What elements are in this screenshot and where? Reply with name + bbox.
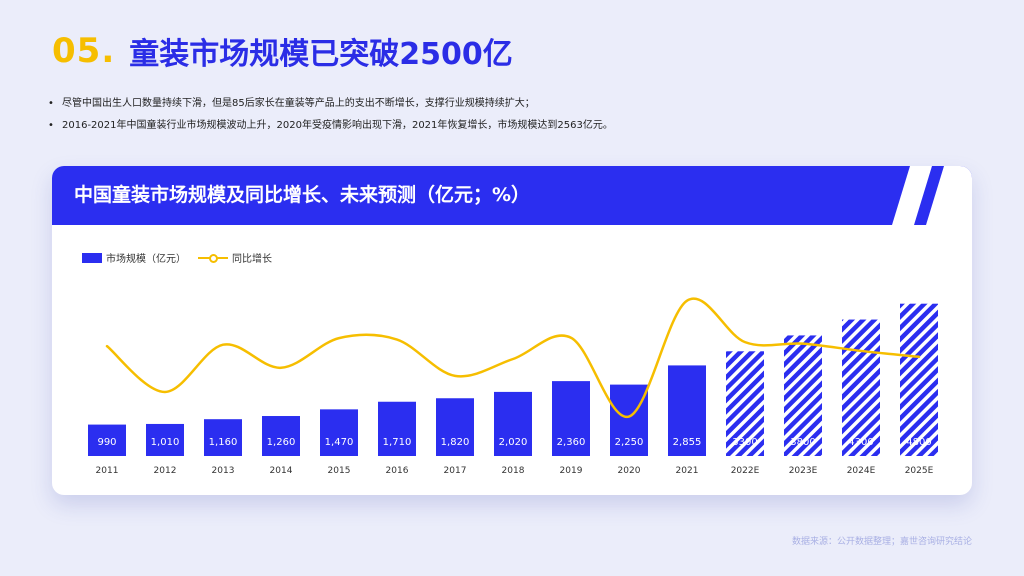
chart-legend: 市场规模（亿元） 同比增长 <box>82 250 272 265</box>
x-tick-label: 2019 <box>560 466 583 476</box>
bar-value-label: 1,820 <box>441 437 470 448</box>
bar-2012 <box>146 423 184 456</box>
bar-2016 <box>378 401 416 456</box>
x-tick-label: 2022E <box>731 466 760 476</box>
bar-2013 <box>204 419 242 456</box>
page-title: 05. 童装市场规模已突破2500亿 <box>52 26 513 76</box>
bar-2015 <box>320 409 358 456</box>
legend-line-label: 同比增长 <box>232 254 272 265</box>
chart-card: 中国童装市场规模及同比增长、未来预测（亿元；%） 市场规模（亿元） 同比增长 9… <box>52 166 972 495</box>
bar-2020 <box>610 384 648 456</box>
x-tick-label: 2021 <box>676 466 699 476</box>
legend-bar-label: 市场规模（亿元） <box>106 254 186 265</box>
bar-2021 <box>668 365 706 456</box>
card-header-banner <box>52 166 972 225</box>
data-source: 数据来源：公开数据整理；嘉世咨询研究结论 <box>791 537 972 547</box>
bar-value-label: 4800 <box>906 437 931 448</box>
growth-line <box>105 297 921 418</box>
x-tick-label: 2024E <box>847 466 876 476</box>
x-tick-label: 2012 <box>154 466 177 476</box>
x-tick-label: 2016 <box>386 466 409 476</box>
bar-value-label: 1,710 <box>383 437 412 448</box>
bar-2014 <box>262 416 300 456</box>
bar-2019 <box>552 381 590 456</box>
bar-value-label: 2,020 <box>499 437 528 448</box>
bar-value-label: 2,250 <box>615 437 644 448</box>
chart-svg: 990 2011 1,010 2012 1,160 2013 1,260 2014 1,470 2… <box>88 297 938 476</box>
bar-value-label: 1,470 <box>325 437 354 448</box>
bar-value-label: 1,260 <box>267 437 296 448</box>
bar-2011 <box>88 424 126 456</box>
title-text: 童装市场规模已突破2500亿 <box>129 37 513 72</box>
bar-2018 <box>494 391 532 456</box>
bar-value-label: 4300 <box>848 437 873 448</box>
x-tick-label: 2018 <box>502 466 525 476</box>
x-tick-label: 2017 <box>444 466 467 476</box>
x-tick-label: 2011 <box>96 466 119 476</box>
bullet-item: 2016-2021年中国童装行业市场规模波动上升，2020年受疫情影响出现下滑，… <box>48 115 613 137</box>
bar-value-label: 990 <box>97 437 116 448</box>
bar-value-label: 1,160 <box>209 437 238 448</box>
bullet-item: 尽管中国出生人口数量持续下滑，但是85后家长在童装等产品上的支出不断增长，支撑行… <box>48 93 613 115</box>
bar-2017 <box>436 398 474 456</box>
bar-2023E <box>784 335 822 456</box>
bar-value-label: 1,010 <box>151 437 180 448</box>
x-tick-label: 2013 <box>212 466 235 476</box>
bar-2024E <box>842 319 880 456</box>
bar-value-label: 3800 <box>790 437 815 448</box>
x-tick-label: 2025E <box>905 466 934 476</box>
x-tick-label: 2015 <box>328 466 351 476</box>
x-tick-label: 2023E <box>789 466 818 476</box>
bullet-list: 尽管中国出生人口数量持续下滑，但是85后家长在童装等产品上的支出不断增长，支撑行… <box>48 93 613 137</box>
legend-bar-swatch <box>82 252 102 263</box>
section-number: 05. <box>52 31 116 71</box>
x-tick-label: 2020 <box>618 466 641 476</box>
bar-2022E <box>726 351 764 456</box>
x-tick-label: 2014 <box>270 466 293 476</box>
legend-line-swatch <box>198 253 228 263</box>
bar-2025E <box>900 303 938 456</box>
chart-title: 中国童装市场规模及同比增长、未来预测（亿元；%） <box>74 184 531 206</box>
bar-value-label: 3300 <box>732 437 757 448</box>
bar-value-label: 2,360 <box>557 437 586 448</box>
bar-value-label: 2,855 <box>673 437 702 448</box>
